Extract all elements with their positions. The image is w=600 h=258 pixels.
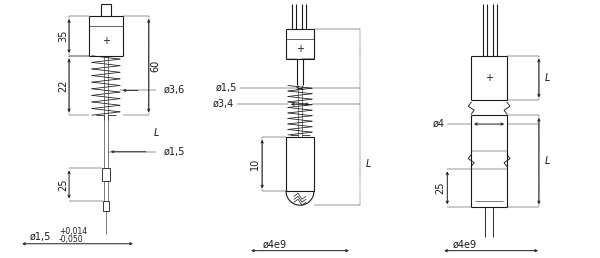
Text: ø1,5: ø1,5 bbox=[216, 83, 237, 93]
Text: 25: 25 bbox=[58, 178, 68, 191]
Text: L: L bbox=[545, 73, 550, 83]
Text: +: + bbox=[296, 44, 304, 54]
Text: 35: 35 bbox=[58, 30, 68, 42]
Bar bbox=[103, 201, 109, 211]
Text: -0,050: -0,050 bbox=[59, 235, 84, 244]
Text: +0,014: +0,014 bbox=[59, 227, 87, 236]
Text: L: L bbox=[365, 159, 371, 169]
Text: ø1,5: ø1,5 bbox=[29, 232, 50, 242]
Text: ø4e9: ø4e9 bbox=[452, 240, 476, 250]
Bar bbox=[286, 137, 314, 191]
Text: 10: 10 bbox=[250, 158, 260, 170]
Text: L: L bbox=[154, 128, 159, 138]
Text: ø3,4: ø3,4 bbox=[213, 99, 235, 109]
Text: 60: 60 bbox=[151, 60, 161, 72]
Text: ø3,6: ø3,6 bbox=[164, 85, 185, 95]
Text: +: + bbox=[102, 36, 110, 46]
Text: ø1,5: ø1,5 bbox=[164, 147, 185, 157]
Bar bbox=[102, 168, 110, 181]
Text: 22: 22 bbox=[58, 79, 68, 92]
Text: ø4: ø4 bbox=[433, 119, 445, 129]
Text: +: + bbox=[485, 73, 493, 83]
Text: 25: 25 bbox=[436, 182, 445, 194]
Text: L: L bbox=[545, 156, 550, 166]
Text: ø4e9: ø4e9 bbox=[263, 240, 287, 250]
